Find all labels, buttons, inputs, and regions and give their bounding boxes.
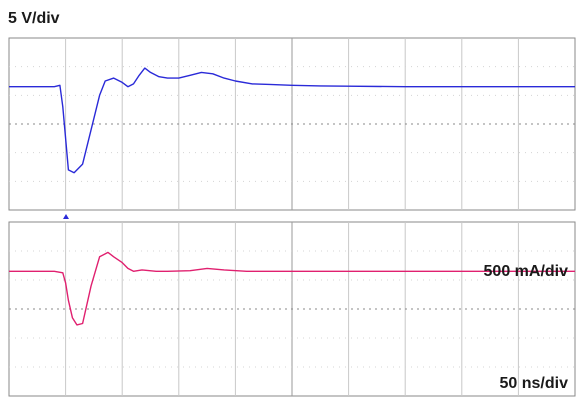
- voltage-trace: [9, 67, 575, 174]
- lower-current-panel: [8, 221, 576, 397]
- voltage-scale-label: 5 V/div: [8, 10, 60, 27]
- upper-voltage-panel: [8, 37, 576, 211]
- trigger-marker-icon: [63, 214, 69, 219]
- current-scale-label: 500 mA/div: [484, 263, 569, 280]
- current-trace: [9, 251, 575, 326]
- time-scale-label: 50 ns/div: [500, 375, 569, 392]
